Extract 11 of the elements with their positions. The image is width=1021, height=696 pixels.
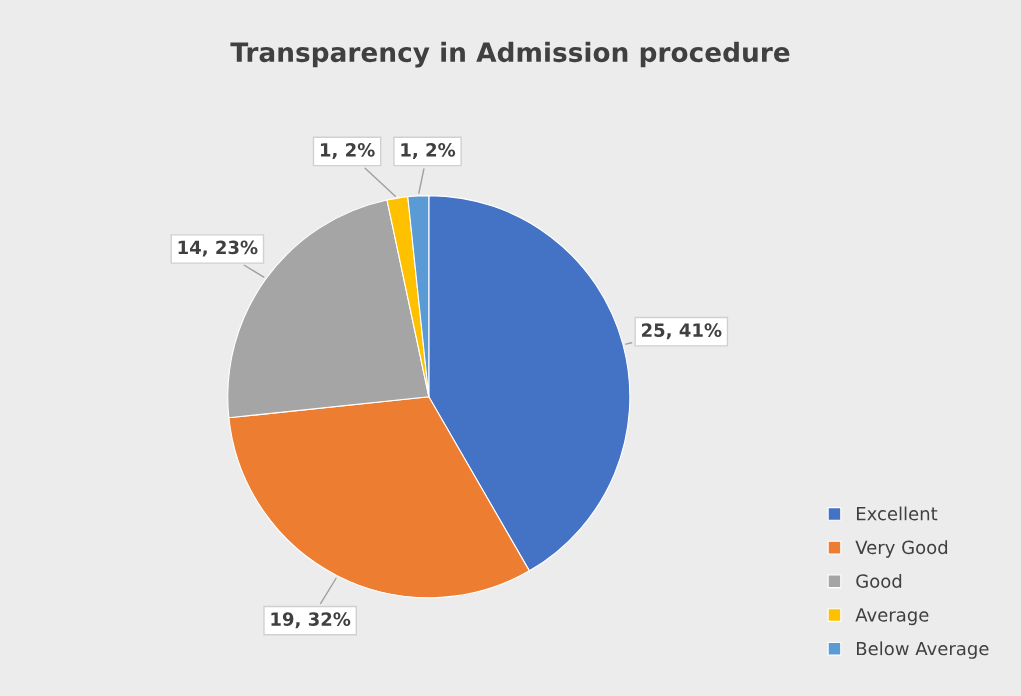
legend-label: Average	[855, 608, 929, 626]
data-label: 19, 32%	[271, 612, 351, 629]
data-label: 1, 2%	[320, 143, 375, 159]
legend-label: Excellent	[856, 506, 938, 521]
chart-title: Transparency in Admission procedure	[230, 41, 790, 68]
legend-label: Very Good	[855, 540, 948, 558]
data-label: 14, 23%	[178, 240, 258, 257]
data-label: 25, 41%	[641, 323, 722, 340]
legend-label: Good	[856, 573, 902, 588]
legend-label: Below Average	[856, 641, 989, 659]
data-label: 1, 2%	[401, 143, 456, 159]
